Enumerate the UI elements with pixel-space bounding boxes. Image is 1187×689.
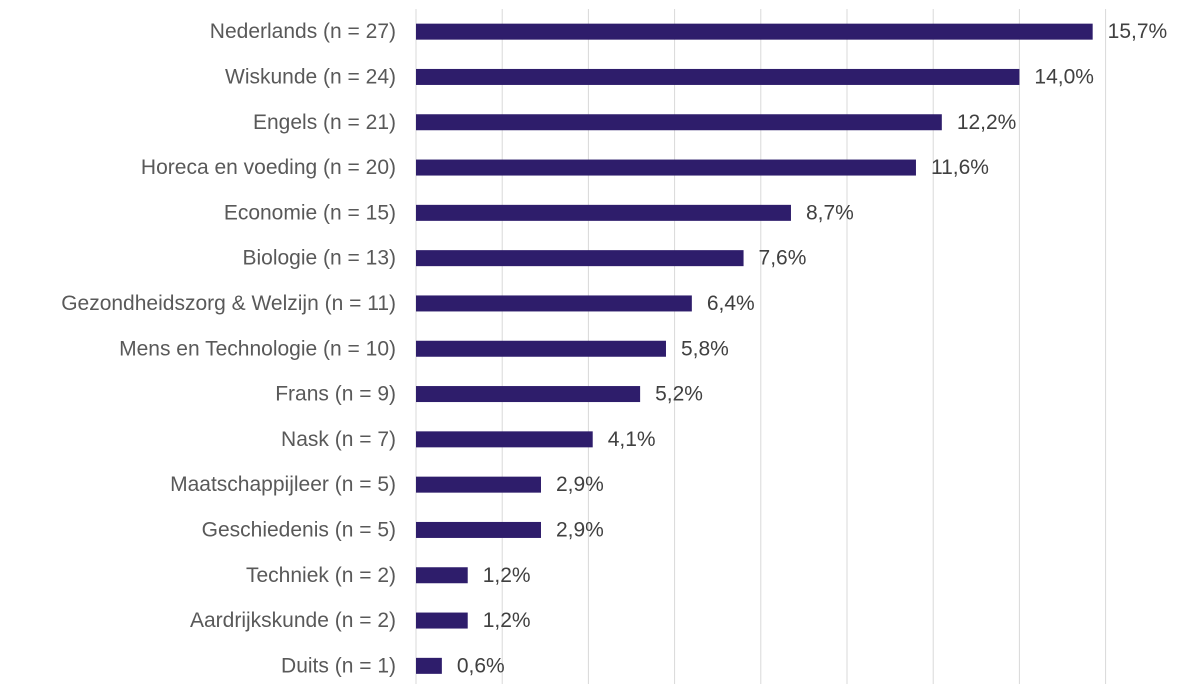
category-label: Frans (n = 9) (275, 383, 396, 406)
bar (416, 159, 916, 176)
data-label: 12,2% (957, 111, 1017, 134)
bar (416, 340, 666, 357)
bar (416, 23, 1093, 40)
bar (416, 567, 468, 584)
category-label: Wiskunde (n = 24) (225, 65, 396, 88)
data-label: 5,8% (681, 337, 729, 360)
category-labels: Nederlands (n = 27) Wiskunde (n = 24) Enge… (61, 20, 396, 677)
category-label: Mens en Technologie (n = 10) (119, 337, 396, 360)
bar (416, 521, 541, 538)
data-label: 2,9% (556, 518, 604, 541)
category-label: Gezondheidszorg & Welzijn (n = 11) (61, 292, 396, 315)
category-label: Aardrijkskunde (n = 2) (190, 609, 396, 632)
data-label: 2,9% (556, 473, 604, 496)
data-label: 1,2% (483, 609, 531, 632)
data-label: 0,6% (457, 654, 505, 677)
data-label: 8,7% (806, 201, 854, 224)
data-label: 1,2% (483, 564, 531, 587)
category-label: Economie (n = 15) (224, 201, 396, 224)
bar (416, 431, 593, 448)
bar (416, 250, 744, 267)
category-label: Nask (n = 7) (281, 428, 396, 451)
category-label: Techniek (n = 2) (246, 564, 396, 587)
data-label: 7,6% (759, 247, 807, 270)
data-label: 6,4% (707, 292, 755, 315)
bar (416, 476, 541, 493)
category-label: Biologie (n = 13) (242, 247, 396, 270)
bar (416, 657, 442, 674)
data-label: 11,6% (931, 156, 989, 179)
bar (416, 386, 641, 403)
bar (416, 68, 1020, 85)
bar (416, 612, 468, 629)
value-labels: 15,7% 14,0% 12,2% 11,6% 8,7% 7,6%6,4% 5,8% 5,2%… (457, 20, 1167, 677)
category-label: Duits (n = 1) (281, 654, 396, 677)
data-label: 15,7% (1108, 20, 1168, 43)
category-label: Nederlands (n = 27) (210, 20, 396, 43)
category-label: Engels (n = 21) (253, 111, 396, 134)
data-label: 4,1% (608, 428, 656, 451)
category-label: Horeca en voeding (n = 20) (141, 156, 396, 179)
bar (416, 204, 791, 221)
data-label: 5,2% (655, 383, 703, 406)
bar (416, 295, 692, 312)
bar (416, 114, 942, 131)
category-label: Maatschappijleer (n = 5) (170, 473, 396, 496)
category-label: Geschiedenis (n = 5) (202, 518, 396, 541)
bars (416, 23, 1093, 674)
data-label: 14,0% (1034, 65, 1094, 88)
